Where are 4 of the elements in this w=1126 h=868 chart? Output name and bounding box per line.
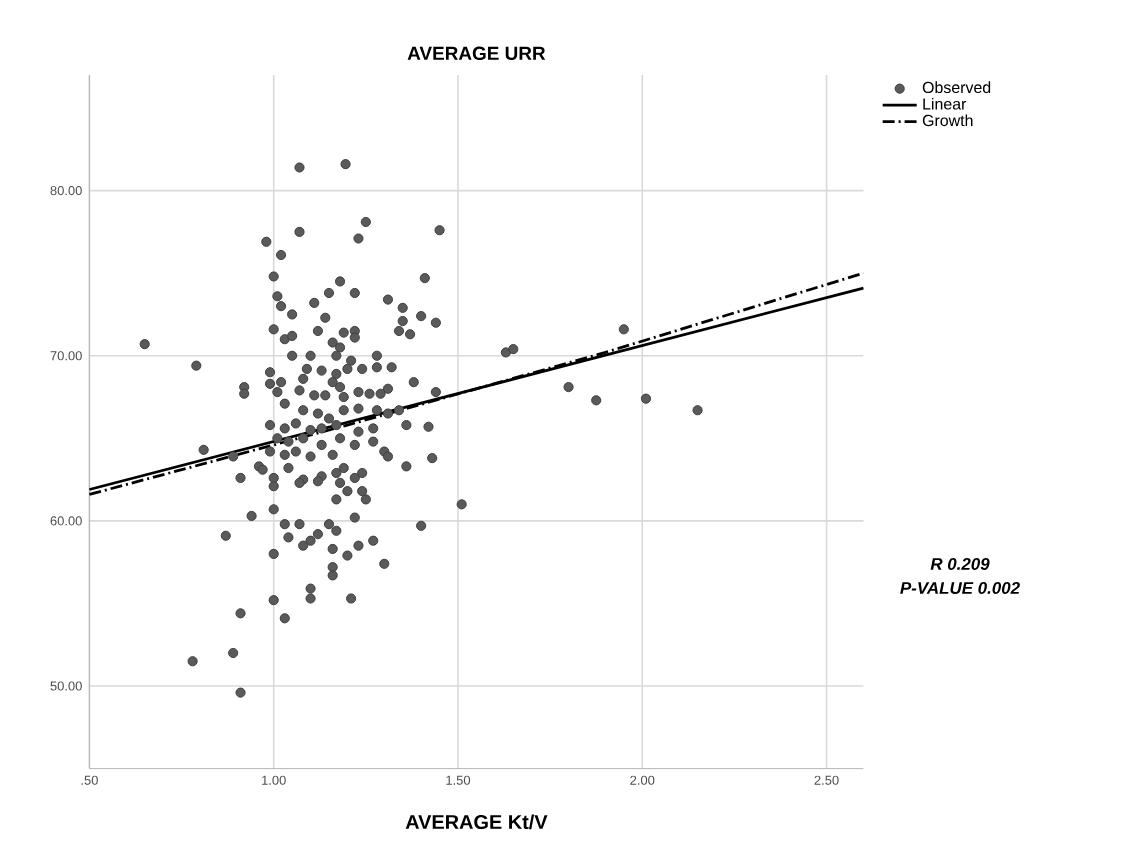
x-axis-title: AVERAGE Kt/V	[405, 814, 548, 830]
text: P-VALUE 0.002	[900, 582, 1020, 594]
chart-title: AVERAGE URR	[407, 46, 546, 60]
text: R 0.209	[930, 558, 990, 570]
